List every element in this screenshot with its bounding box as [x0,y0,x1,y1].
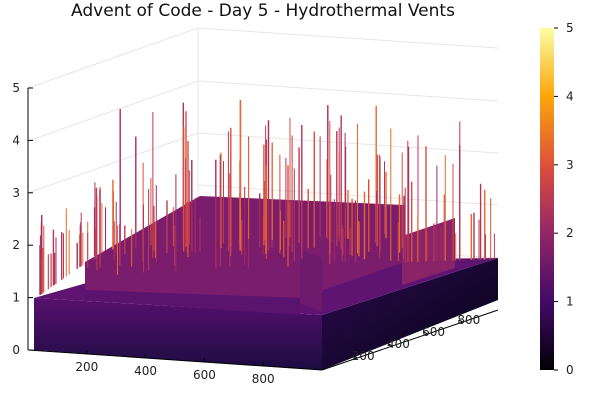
colorbar-tick-label: 4 [566,89,574,103]
surface-plateau-front [85,290,300,315]
x-tick-label: 400 [134,364,157,378]
y-axis-ticks: 200 400 600 800 [352,313,481,363]
y-tick-mark [423,331,428,335]
x-tick-label: 200 [75,360,98,374]
colorbar-tick-label: 1 [566,295,574,309]
z-tick-label: 5 [12,81,20,95]
colorbar-ticks: 0 1 2 3 4 5 [554,21,574,377]
z-tick-label: 2 [12,238,20,252]
z-axis-ticks: 0 1 2 3 4 5 [12,81,33,357]
colorbar-tick-label: 3 [566,158,574,172]
x-tick-label: 600 [193,368,216,382]
colorbar-tick-label: 0 [566,363,574,377]
y-tick-mark [352,355,358,359]
surface-spikes [39,100,495,295]
y-tick-label: 800 [457,313,480,327]
y-tick-mark [388,343,393,347]
surface-block-mid [300,250,322,312]
surface [34,100,498,370]
y-tick-label: 600 [422,325,445,339]
colorbar-tick-label: 2 [566,226,574,240]
surface-side-face [322,258,498,370]
z-tick-label: 4 [12,133,20,147]
y-tick-mark [458,319,464,323]
x-axis-line [27,349,323,371]
z-tick-label: 0 [12,343,20,357]
y-tick-label: 200 [352,349,375,363]
surface-block-right [402,218,455,285]
z-tick-label: 1 [12,291,20,305]
colorbar-tick-label: 5 [566,21,574,35]
y-tick-label: 400 [387,337,410,351]
colorbar [540,28,554,370]
x-tick-label: 800 [252,372,275,386]
chart-title: Advent of Code - Day 5 - Hydrothermal Ve… [71,1,455,21]
x-axis-ticks: 200 400 600 800 [75,350,275,386]
surface-front-face [34,298,322,370]
z-tick-label: 3 [12,186,20,200]
y-axis-line [321,309,499,371]
